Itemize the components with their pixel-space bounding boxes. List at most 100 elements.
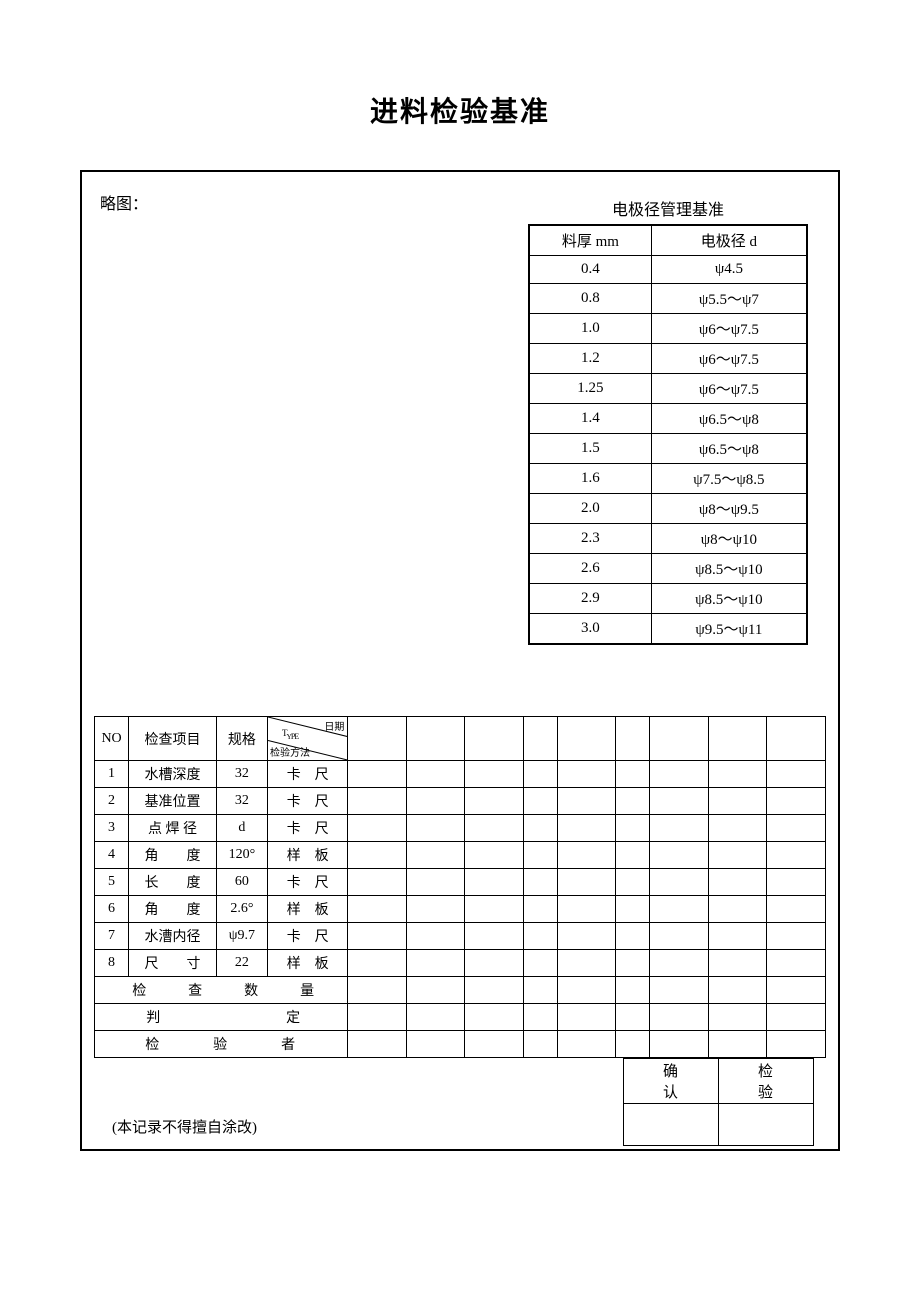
blank-cell	[523, 950, 557, 977]
row-spec: 32	[216, 761, 267, 788]
row-method: 样 板	[267, 896, 347, 923]
blank-cell	[523, 842, 557, 869]
inspect-judge-label: 判 定	[95, 1004, 348, 1031]
blank-cell	[708, 950, 766, 977]
blank-cell	[348, 950, 406, 977]
row-spec: d	[216, 815, 267, 842]
electrode-thickness: 1.4	[529, 404, 651, 434]
blank-cell	[708, 842, 766, 869]
blank-cell	[465, 923, 523, 950]
blank-cell	[348, 842, 406, 869]
blank-cell	[348, 788, 406, 815]
sketch-label: 略图：	[100, 190, 148, 214]
electrode-row: 2.0ψ8～ψ9.5	[529, 494, 807, 524]
electrode-row: 2.3ψ8～ψ10	[529, 524, 807, 554]
blank-cell	[557, 869, 615, 896]
electrode-block: 电极径管理基准 料厚 mm 电极径 d 0.4ψ4.50.8ψ5.5～ψ71.0…	[528, 192, 808, 704]
row-method: 卡 尺	[267, 815, 347, 842]
blank-cell	[557, 842, 615, 869]
diag-top-label: 日期	[324, 718, 344, 733]
bottom-area: 确认 检验 (本记录不得擅自涂改)	[94, 1058, 826, 1137]
electrode-thickness: 1.6	[529, 464, 651, 494]
row-item: 角 度	[129, 842, 217, 869]
blank-col	[708, 717, 766, 761]
diag-bot-label: 检验方法	[270, 744, 310, 759]
inspect-row: 4角 度120°样 板	[95, 842, 826, 869]
blank-cell	[767, 761, 826, 788]
electrode-diameter: ψ4.5	[651, 256, 807, 284]
electrode-thickness: 1.0	[529, 314, 651, 344]
inspect-th-spec: 规格	[216, 717, 267, 761]
blank-cell	[557, 896, 615, 923]
blank-cell	[557, 923, 615, 950]
blank-cell	[523, 788, 557, 815]
blank-col	[616, 717, 650, 761]
blank-cell	[406, 950, 464, 977]
electrode-row: 1.25ψ6～ψ7.5	[529, 374, 807, 404]
blank-cell	[708, 761, 766, 788]
blank-col	[348, 717, 406, 761]
blank-cell	[406, 923, 464, 950]
sig-inspect-cell	[719, 1104, 814, 1146]
row-spec: 60	[216, 869, 267, 896]
blank-cell	[708, 788, 766, 815]
inspect-row: 7水漕内径ψ9.7卡 尺	[95, 923, 826, 950]
electrode-thickness: 2.9	[529, 584, 651, 614]
electrode-diameter: ψ9.5～ψ11	[651, 614, 807, 645]
row-no: 4	[95, 842, 129, 869]
blank-cell	[465, 815, 523, 842]
electrode-diameter: ψ8～ψ10	[651, 524, 807, 554]
electrode-row: 2.9ψ8.5～ψ10	[529, 584, 807, 614]
row-spec: 32	[216, 788, 267, 815]
row-item: 水槽深度	[129, 761, 217, 788]
blank-cell	[767, 788, 826, 815]
electrode-row: 0.8ψ5.5～ψ7	[529, 284, 807, 314]
blank-cell	[616, 842, 650, 869]
blank-col	[767, 717, 826, 761]
electrode-row: 0.4ψ4.5	[529, 256, 807, 284]
row-no: 3	[95, 815, 129, 842]
blank-cell	[650, 869, 708, 896]
blank-cell	[348, 896, 406, 923]
row-spec: ψ9.7	[216, 923, 267, 950]
electrode-diameter: ψ7.5～ψ8.5	[651, 464, 807, 494]
electrode-diameter: ψ8.5～ψ10	[651, 554, 807, 584]
electrode-thickness: 1.5	[529, 434, 651, 464]
row-item: 角 度	[129, 896, 217, 923]
blank-col	[650, 717, 708, 761]
blank-cell	[348, 923, 406, 950]
electrode-diameter: ψ6.5～ψ8	[651, 434, 807, 464]
row-no: 1	[95, 761, 129, 788]
row-no: 2	[95, 788, 129, 815]
electrode-diameter: ψ5.5～ψ7	[651, 284, 807, 314]
electrode-thickness: 0.8	[529, 284, 651, 314]
electrode-row: 2.6ψ8.5～ψ10	[529, 554, 807, 584]
page: 进料检验基准 略图： 电极径管理基准 料厚 mm 电极径 d 0.4ψ4.50.…	[0, 0, 920, 1211]
blank-cell	[616, 761, 650, 788]
row-item: 长 度	[129, 869, 217, 896]
inspect-row: 2基准位置32卡 尺	[95, 788, 826, 815]
blank-cell	[767, 923, 826, 950]
blank-cell	[348, 869, 406, 896]
row-item: 基准位置	[129, 788, 217, 815]
blank-cell	[767, 815, 826, 842]
blank-col	[557, 717, 615, 761]
blank-cell	[767, 869, 826, 896]
diag-mid-label: TYPE	[282, 728, 298, 741]
blank-cell	[406, 788, 464, 815]
blank-cell	[767, 842, 826, 869]
electrode-table: 料厚 mm 电极径 d 0.4ψ4.50.8ψ5.5～ψ71.0ψ6～ψ7.51…	[528, 224, 808, 645]
row-no: 6	[95, 896, 129, 923]
main-box: 略图： 电极径管理基准 料厚 mm 电极径 d 0.4ψ4.50.8ψ5.5～ψ…	[80, 170, 840, 1151]
blank-cell	[650, 815, 708, 842]
row-method: 样 板	[267, 950, 347, 977]
page-title: 进料检验基准	[80, 90, 840, 130]
sig-inspect-label: 检验	[719, 1059, 814, 1104]
signature-table: 确认 检验	[623, 1058, 814, 1146]
blank-cell	[616, 923, 650, 950]
blank-col	[406, 717, 464, 761]
inspect-row: 5长 度60卡 尺	[95, 869, 826, 896]
inspect-th-no: NO	[95, 717, 129, 761]
blank-cell	[708, 869, 766, 896]
blank-cell	[650, 950, 708, 977]
